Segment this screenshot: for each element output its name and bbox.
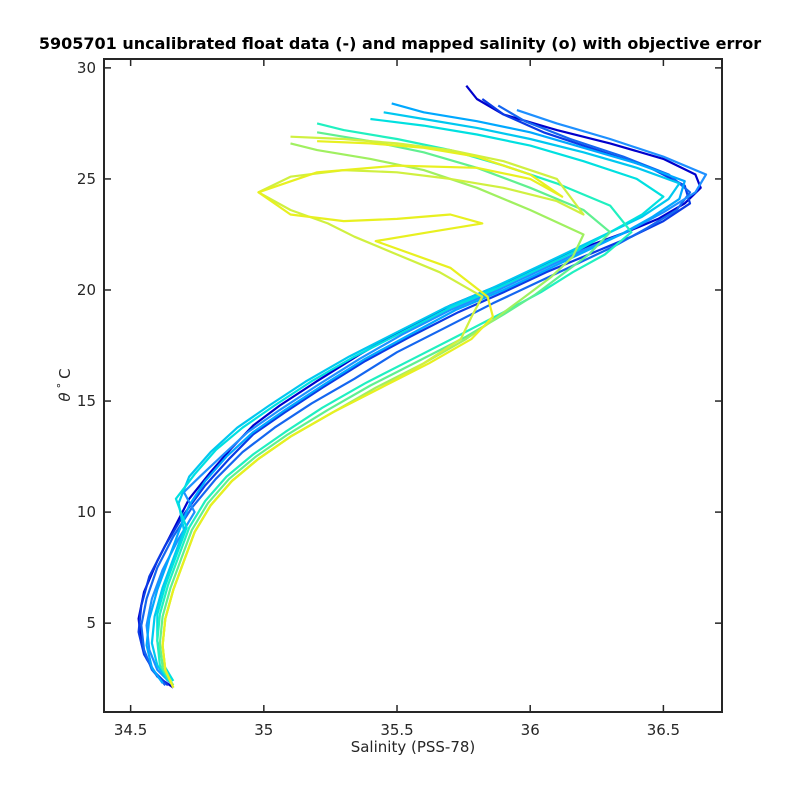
series-line-3 [140, 104, 692, 687]
series-line-2 [137, 98, 692, 687]
ticks-layer: 34.5 35 35.5 36 36.5 5 10 15 20 25 30 [77, 59, 722, 739]
x-tick-label: 35 [254, 721, 273, 739]
x-tick-label: 36.5 [647, 721, 680, 739]
series-line-6 [150, 111, 681, 682]
x-axis-label: Salinity (PSS-78) [351, 738, 476, 756]
chart-title: 5905701 uncalibrated float data (-) and … [39, 34, 761, 53]
series-line-9 [158, 131, 612, 686]
y-axis-label: θ ° C [55, 368, 74, 401]
y-tick-label: 15 [77, 392, 96, 410]
y-axis-label-symbol: θ [56, 392, 74, 401]
series-layer [137, 85, 708, 689]
series-line-5 [145, 102, 686, 684]
y-tick-label: 30 [77, 59, 96, 77]
series-line-4 [145, 109, 708, 684]
series-line-7 [156, 117, 665, 682]
y-tick-label: 10 [77, 503, 96, 521]
series-line-12 [161, 140, 564, 689]
x-tick-label: 35.5 [380, 721, 413, 739]
x-tick-label: 36 [521, 721, 540, 739]
x-tick-label: 34.5 [114, 721, 147, 739]
y-axis-label-degree: ° [55, 383, 68, 389]
axes-box [103, 58, 723, 713]
y-tick-label: 25 [77, 170, 96, 188]
plot-area [104, 59, 722, 712]
y-tick-label: 5 [86, 614, 96, 632]
y-axis-label-unit: C [56, 368, 74, 378]
y-tick-label: 20 [77, 281, 96, 299]
